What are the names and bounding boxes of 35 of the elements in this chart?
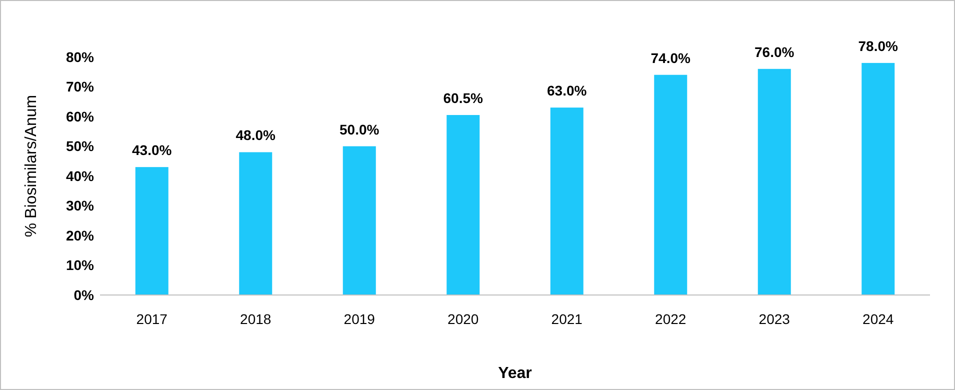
y-tick-label: 80% [66,48,95,65]
x-tick-label: 2019 [344,311,376,327]
y-tick-label: 30% [66,198,95,214]
data-label: 48.0% [236,127,276,144]
bar [239,152,272,295]
bar [654,74,688,295]
x-tick-label: 2020 [448,311,479,327]
x-axis-title: Year [498,365,532,382]
bar [135,167,168,295]
x-tick-label: 2023 [758,311,790,327]
data-label: 76.0% [754,44,795,60]
data-label: 74.0% [650,50,692,66]
y-axis-title: % Biosimilars/Anum [23,94,40,238]
x-tick-label: 2024 [862,311,894,327]
y-tick-label: 70% [66,78,95,95]
x-tick-label: 2017 [136,311,168,327]
data-label: 63.0% [547,82,588,99]
x-tick-label: 2021 [551,311,583,327]
bar [550,108,584,295]
y-tick-label: 20% [66,227,95,244]
data-label: 78.0% [858,38,899,54]
x-tick-label: 2022 [655,311,686,327]
data-label: 60.5% [443,90,484,106]
y-tick-label: 60% [66,108,95,124]
y-tick-label: 10% [66,257,95,274]
y-tick-label: 50% [66,138,95,154]
bar [862,62,895,295]
bar [446,115,480,295]
y-tick-label: 40% [66,168,95,184]
bar [342,146,376,295]
bar [758,68,791,295]
y-tick-label: 0% [74,286,95,303]
data-label: 43.0% [132,142,172,158]
data-label: 50.0% [340,121,380,138]
x-tick-label: 2018 [240,311,272,327]
